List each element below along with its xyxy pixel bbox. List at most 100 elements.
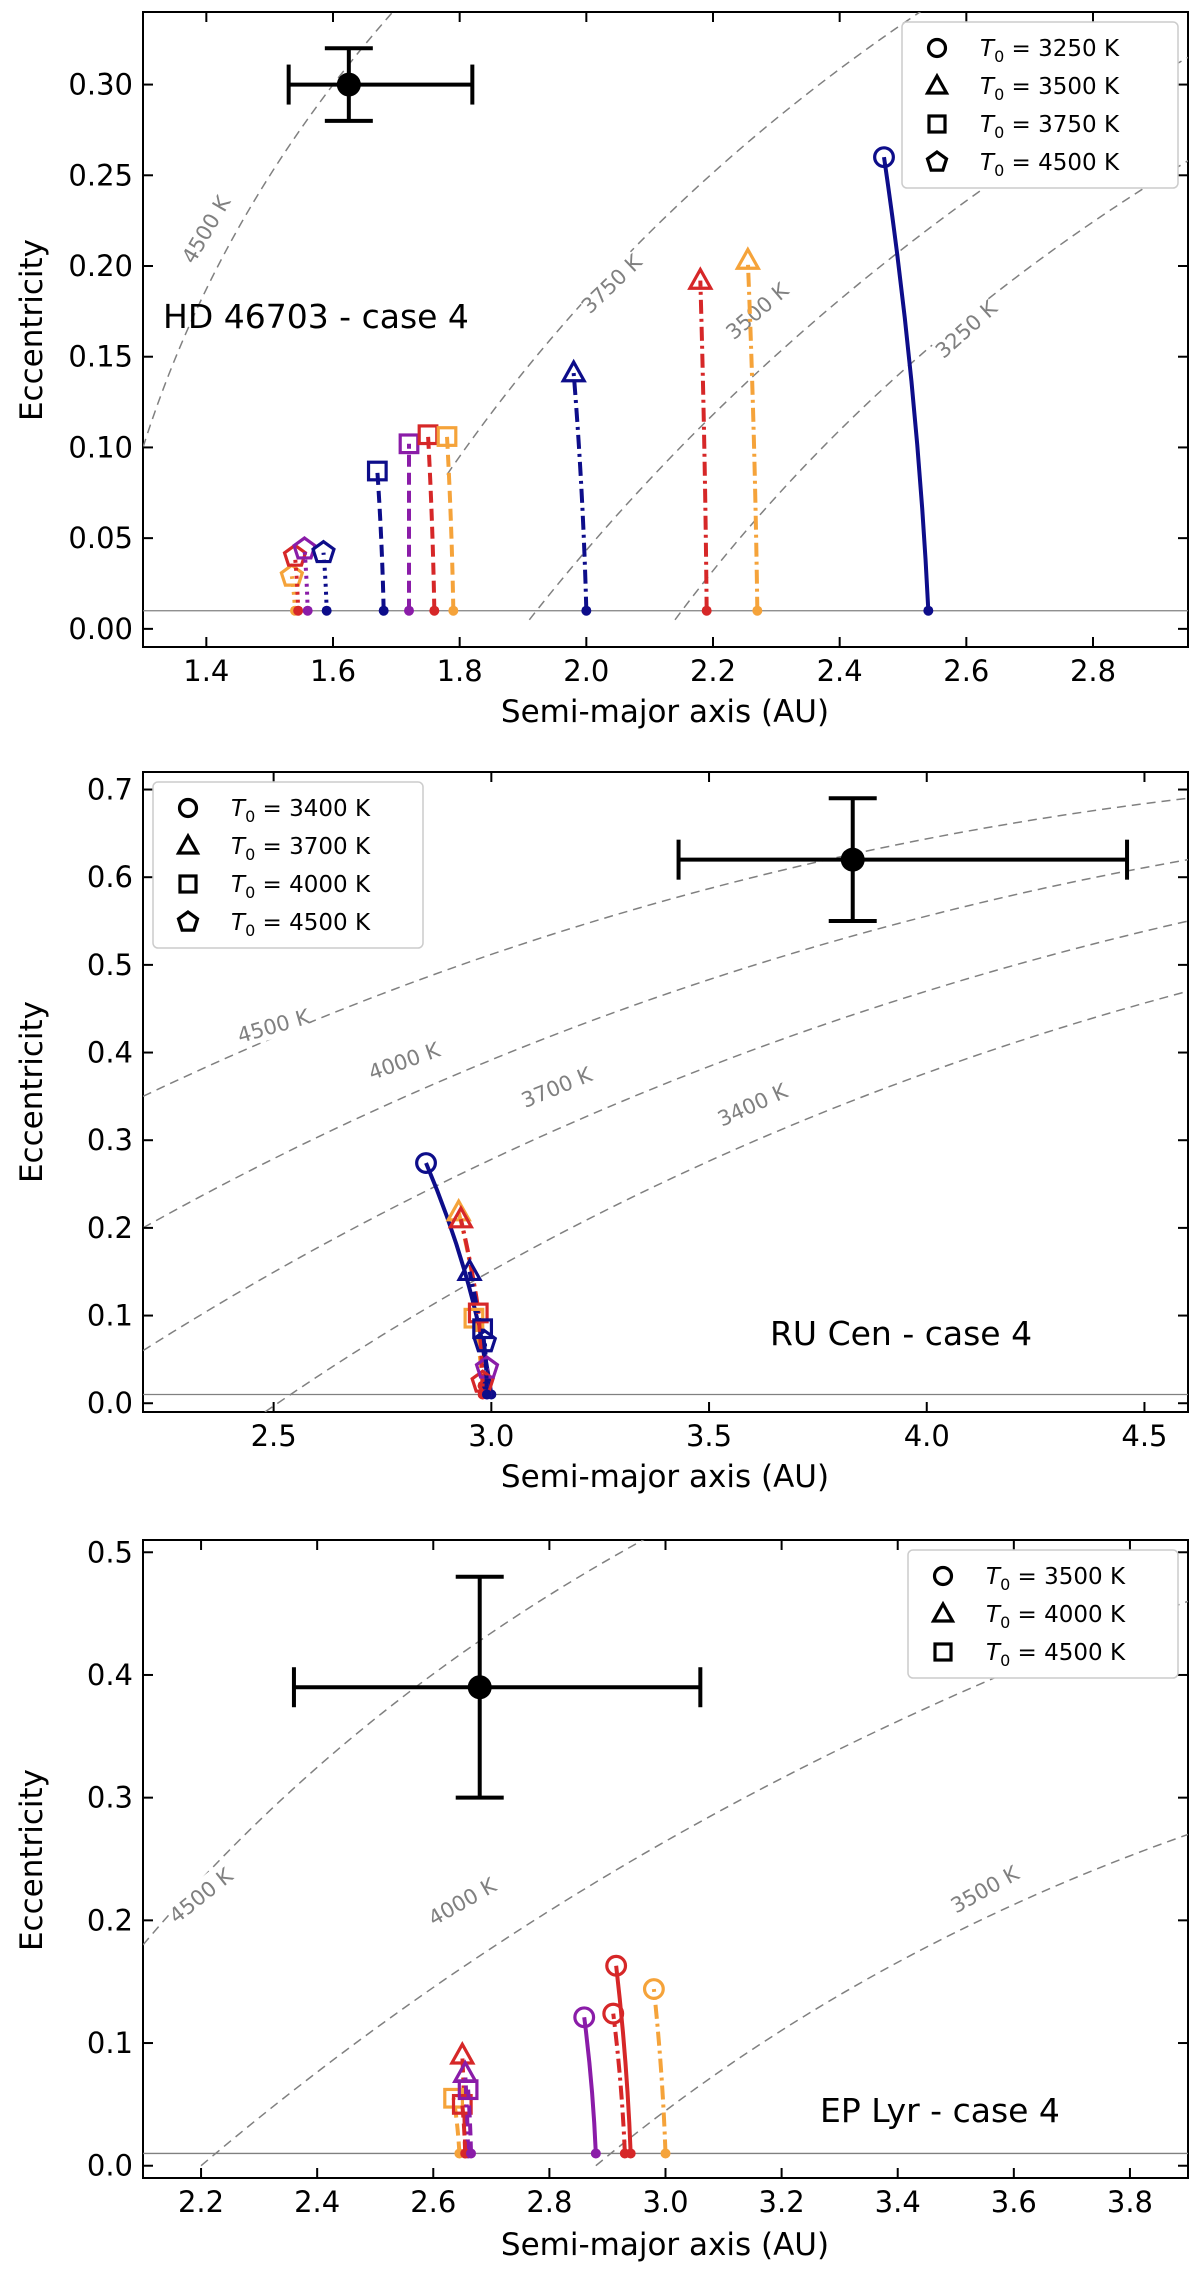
series-end-marker (282, 543, 308, 567)
series-track (302, 548, 310, 611)
y-tick-label: 0.7 (87, 773, 133, 807)
series-end-marker (687, 266, 714, 290)
legend-entry: T0 = 3500 K (980, 74, 1120, 104)
series-start-point (293, 605, 304, 616)
legend-marker (177, 797, 199, 819)
y-axis-label: Eccentricity (14, 239, 50, 421)
series-track (293, 556, 301, 611)
y-tick-label: 0.25 (68, 158, 133, 192)
y-tick-label: 0.1 (87, 2026, 133, 2060)
legend-marker (930, 1600, 956, 1623)
y-tick-label: 0.00 (68, 612, 133, 646)
isotherm-line (200, 1600, 1188, 2167)
isotherm-label-bg (176, 191, 235, 267)
isotherm-label-bg (365, 1036, 443, 1085)
x-axis-label: Semi-major axis (AU) (501, 1459, 829, 1495)
legend-entry: T0 = 3750 K (980, 112, 1120, 142)
isotherm-line (595, 1833, 1188, 2167)
y-tick-label: 0.30 (68, 68, 133, 102)
legend-marker (925, 150, 949, 172)
isotherm-label-bg (946, 1859, 1023, 1918)
x-tick-label: 4.5 (1121, 1419, 1167, 1453)
legend-marker (178, 874, 198, 894)
isotherm-line (143, 858, 1188, 1229)
legend-entry: T0 = 4500 K (986, 1640, 1126, 1670)
x-tick-label: 2.8 (1070, 654, 1116, 688)
x-tick-label: 2.4 (294, 2185, 340, 2219)
series-start-point (378, 605, 389, 616)
x-tick-label: 2.0 (563, 654, 609, 688)
x-tick-label: 4.0 (904, 1419, 950, 1453)
x-tick-label: 2.4 (817, 654, 863, 688)
x-tick-label: 1.8 (437, 654, 483, 688)
legend-box (907, 1549, 1179, 1679)
series-track (882, 156, 931, 611)
isotherm-label: 4500 K (235, 1004, 314, 1048)
panel-label: RU Cen - case 4 (770, 1314, 1032, 1353)
panel-label: EP Lyr - case 4 (820, 2091, 1060, 2130)
series-track (445, 436, 456, 611)
series-start-point (923, 605, 934, 616)
series-end-marker (456, 1257, 483, 1282)
series-end-marker (472, 1318, 494, 1340)
legend-entry: T0 = 3500 K (986, 1564, 1126, 1594)
series-start-point (481, 1389, 492, 1400)
series-end-marker (292, 536, 317, 560)
series-track (426, 434, 437, 611)
legend-entry: T0 = 3700 K (231, 834, 371, 864)
x-tick-label: 1.6 (310, 654, 356, 688)
legend-entry: T0 = 4000 K (231, 872, 371, 902)
legend-box (901, 21, 1179, 189)
y-tick-label: 0.15 (68, 340, 133, 374)
series-start-point (404, 605, 414, 616)
panel-ru-cen: 4500 K 4000 K 3700 K 3400 K 2.5 3.0 3.5 4.0 4.5… (14, 771, 1189, 1495)
y-tick-label: 0.05 (68, 521, 133, 555)
y-tick-label: 0.5 (87, 948, 133, 982)
series-track (698, 280, 709, 611)
legend-marker (932, 1565, 954, 1587)
x-tick-label: 3.2 (759, 2185, 805, 2219)
series-end-marker (436, 426, 458, 447)
isotherm-label-bg (714, 1077, 791, 1131)
isotherm-label: 4500 K (165, 1863, 239, 1929)
panel-ep-lyr: 4500 K 4000 K 3500 K 2.2 2.4 2.6 2.8 3.0 3.2 3.4… (14, 1535, 1189, 2263)
series-track (482, 1341, 489, 1395)
series-end-marker (734, 246, 762, 270)
plot-frame (142, 771, 1189, 1413)
x-tick-label: 3.8 (1107, 2185, 1153, 2219)
series-end-marker (449, 2041, 476, 2065)
isotherm-line (143, 12, 394, 448)
x-tick-label: 3.0 (642, 2185, 688, 2219)
series-track (614, 1965, 633, 2154)
isotherm-label-bg (235, 1002, 312, 1048)
series-start-point (752, 605, 763, 616)
series-start-point (590, 2148, 601, 2159)
y-tick-label: 0.2 (87, 1903, 133, 1937)
series-track (745, 260, 760, 611)
isotherm-label-bg (576, 249, 646, 318)
legend-marker (176, 910, 200, 932)
series-end-marker (605, 1954, 628, 1977)
legend-entry: T0 = 4500 K (231, 910, 371, 940)
x-axis-label: Semi-major axis (AU) (501, 694, 829, 730)
panel-label: HD 46703 - case 4 (163, 297, 469, 336)
series-start-point (302, 605, 313, 616)
x-tick-label: 3.5 (686, 1419, 732, 1453)
isotherm-label: 3700 K (518, 1062, 597, 1113)
x-tick-label: 3.4 (875, 2185, 921, 2219)
series-start-point (466, 2148, 477, 2159)
isotherm-label: 3400 K (714, 1078, 792, 1131)
y-tick-label: 0.10 (68, 430, 133, 464)
series-end-marker (573, 2006, 596, 2029)
legend-entry: T0 = 3250 K (980, 36, 1120, 66)
y-tick-label: 0.4 (87, 1036, 133, 1070)
isotherm-line (143, 920, 1188, 1352)
legend-entry: T0 = 4000 K (986, 1602, 1126, 1632)
legend-marker (927, 114, 947, 134)
series-start-point (660, 2148, 671, 2159)
isotherm-line (446, 12, 922, 476)
isotherm-label-bg (720, 277, 793, 344)
y-axis-label: Eccentricity (14, 1001, 50, 1183)
series-end-marker (602, 2002, 625, 2025)
x-tick-label: 3.0 (468, 1419, 514, 1453)
